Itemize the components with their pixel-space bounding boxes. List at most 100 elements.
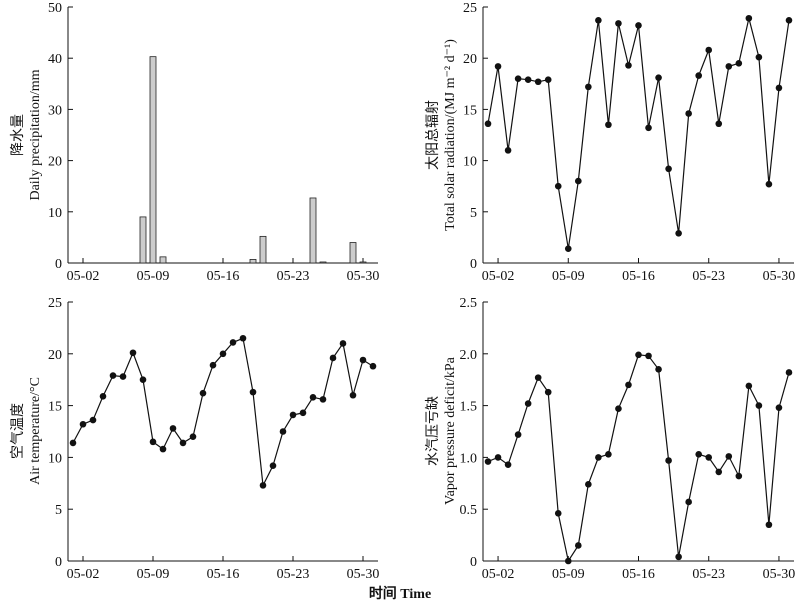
data-point xyxy=(605,450,612,458)
y-tick-label: 0 xyxy=(470,257,477,272)
data-point xyxy=(484,458,492,465)
data-point xyxy=(725,63,733,70)
x-tick-label: 05-30 xyxy=(347,567,380,582)
data-point xyxy=(189,433,197,440)
data-point xyxy=(695,72,702,79)
y-axis-title-en: Vapor pressure deficit/kPa xyxy=(443,356,458,505)
data-point xyxy=(349,391,357,399)
data-point xyxy=(765,180,773,188)
y-tick-label: 1.0 xyxy=(460,451,478,466)
y-axis-title-cn: 水汽压亏缺 xyxy=(425,396,441,466)
data-point xyxy=(735,472,743,480)
x-tick-label: 05-09 xyxy=(137,269,170,284)
y-tick-label: 15 xyxy=(48,400,62,415)
x-tick-label: 05-09 xyxy=(552,269,585,284)
data-point xyxy=(755,402,763,409)
data-point xyxy=(605,121,612,129)
y-tick-label: 2.5 xyxy=(460,296,478,311)
data-point xyxy=(595,17,602,24)
data-point xyxy=(494,454,502,461)
y-tick-label: 0 xyxy=(55,555,62,570)
y-tick-label: 5 xyxy=(470,206,477,221)
data-point xyxy=(369,362,377,370)
x-tick-label: 05-30 xyxy=(763,269,796,284)
solar-radiation-panel: 0 5 10 15 20 25 05-02 05-09 05-16 05-23 05-30 太阳总辐射… xyxy=(425,1,795,284)
data-point xyxy=(169,425,177,432)
x-tick-label: 05-23 xyxy=(277,269,310,284)
data-point xyxy=(524,76,532,84)
data-point xyxy=(645,352,652,360)
data-point xyxy=(625,381,632,389)
data-point xyxy=(239,334,247,342)
y-tick-label: 10 xyxy=(48,206,62,221)
y-tick-label: 20 xyxy=(48,155,62,170)
y-tick-label: 15 xyxy=(463,103,477,118)
data-point xyxy=(675,230,682,237)
data-point xyxy=(655,366,662,373)
data-point xyxy=(119,373,127,380)
data-point xyxy=(534,374,542,381)
data-point xyxy=(524,400,532,407)
y-tick-label: 30 xyxy=(48,103,62,118)
y-axis-title-cn: 降水量 xyxy=(10,114,26,156)
data-point xyxy=(514,75,522,82)
y-axis-title: 空气温度 Air temperature/°C xyxy=(10,377,43,485)
data-point xyxy=(534,78,542,86)
precipitation-bar xyxy=(349,242,357,264)
precipitation-bar xyxy=(359,261,367,264)
data-point xyxy=(715,120,723,128)
y-axis-title-en: Daily precipitation/mm xyxy=(28,69,43,200)
data-point xyxy=(504,147,512,154)
data-point xyxy=(514,431,522,438)
x-tick-label: 05-16 xyxy=(207,269,240,284)
x-tick-label: 05-16 xyxy=(207,567,240,582)
precipitation-bar xyxy=(259,235,267,264)
x-tick-label: 05-02 xyxy=(67,269,100,284)
y-tick-label: 5 xyxy=(55,503,62,518)
data-point xyxy=(685,498,692,506)
data-point xyxy=(229,339,237,346)
data-point xyxy=(705,46,713,54)
y-tick-label: 40 xyxy=(48,52,62,67)
data-point xyxy=(309,394,317,401)
y-tick-label: 10 xyxy=(48,451,62,466)
data-point xyxy=(745,14,753,22)
data-point xyxy=(775,404,783,411)
data-point xyxy=(665,165,672,173)
data-point xyxy=(615,20,622,27)
precipitation-panel: 0 10 20 30 40 50 05-02 05-09 05-16 05-23 05-30 降水量 D… xyxy=(10,1,379,284)
data-point xyxy=(319,396,327,403)
y-axis-title-cn: 太阳总辐射 xyxy=(425,100,441,170)
data-point xyxy=(219,350,227,358)
data-point xyxy=(585,481,592,488)
precipitation-bar xyxy=(319,261,327,264)
data-point xyxy=(249,388,257,396)
data-point xyxy=(494,63,502,70)
y-axis-title-cn: 空气温度 xyxy=(10,403,26,459)
series-line xyxy=(487,354,790,563)
precipitation-bar xyxy=(149,56,157,264)
data-point xyxy=(635,22,642,29)
series-line xyxy=(487,18,790,249)
y-axis-title: 降水量 Daily precipitation/mm xyxy=(10,69,43,200)
y-tick-label: 0.5 xyxy=(460,503,478,518)
data-point xyxy=(655,74,662,81)
y-axis-title-en: Air temperature/°C xyxy=(28,377,43,485)
data-point xyxy=(645,124,652,132)
data-point xyxy=(695,450,702,458)
y-tick-label: 25 xyxy=(463,1,477,16)
y-tick-label: 50 xyxy=(48,1,62,16)
data-point xyxy=(484,120,492,128)
data-point xyxy=(725,453,733,460)
x-tick-label: 05-23 xyxy=(692,269,725,284)
shared-x-axis-label: 时间 Time xyxy=(368,587,432,602)
data-point xyxy=(139,376,147,384)
data-point xyxy=(299,409,307,417)
y-tick-label: 20 xyxy=(463,52,477,67)
data-point xyxy=(69,439,77,447)
data-point xyxy=(159,445,167,453)
precipitation-bar xyxy=(309,197,317,264)
data-point xyxy=(99,392,107,400)
x-tick-label: 05-23 xyxy=(277,567,310,582)
